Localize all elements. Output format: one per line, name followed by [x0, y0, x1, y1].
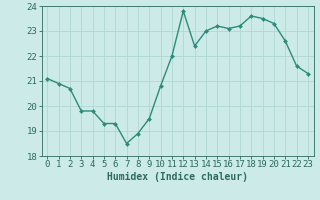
X-axis label: Humidex (Indice chaleur): Humidex (Indice chaleur) [107, 172, 248, 182]
